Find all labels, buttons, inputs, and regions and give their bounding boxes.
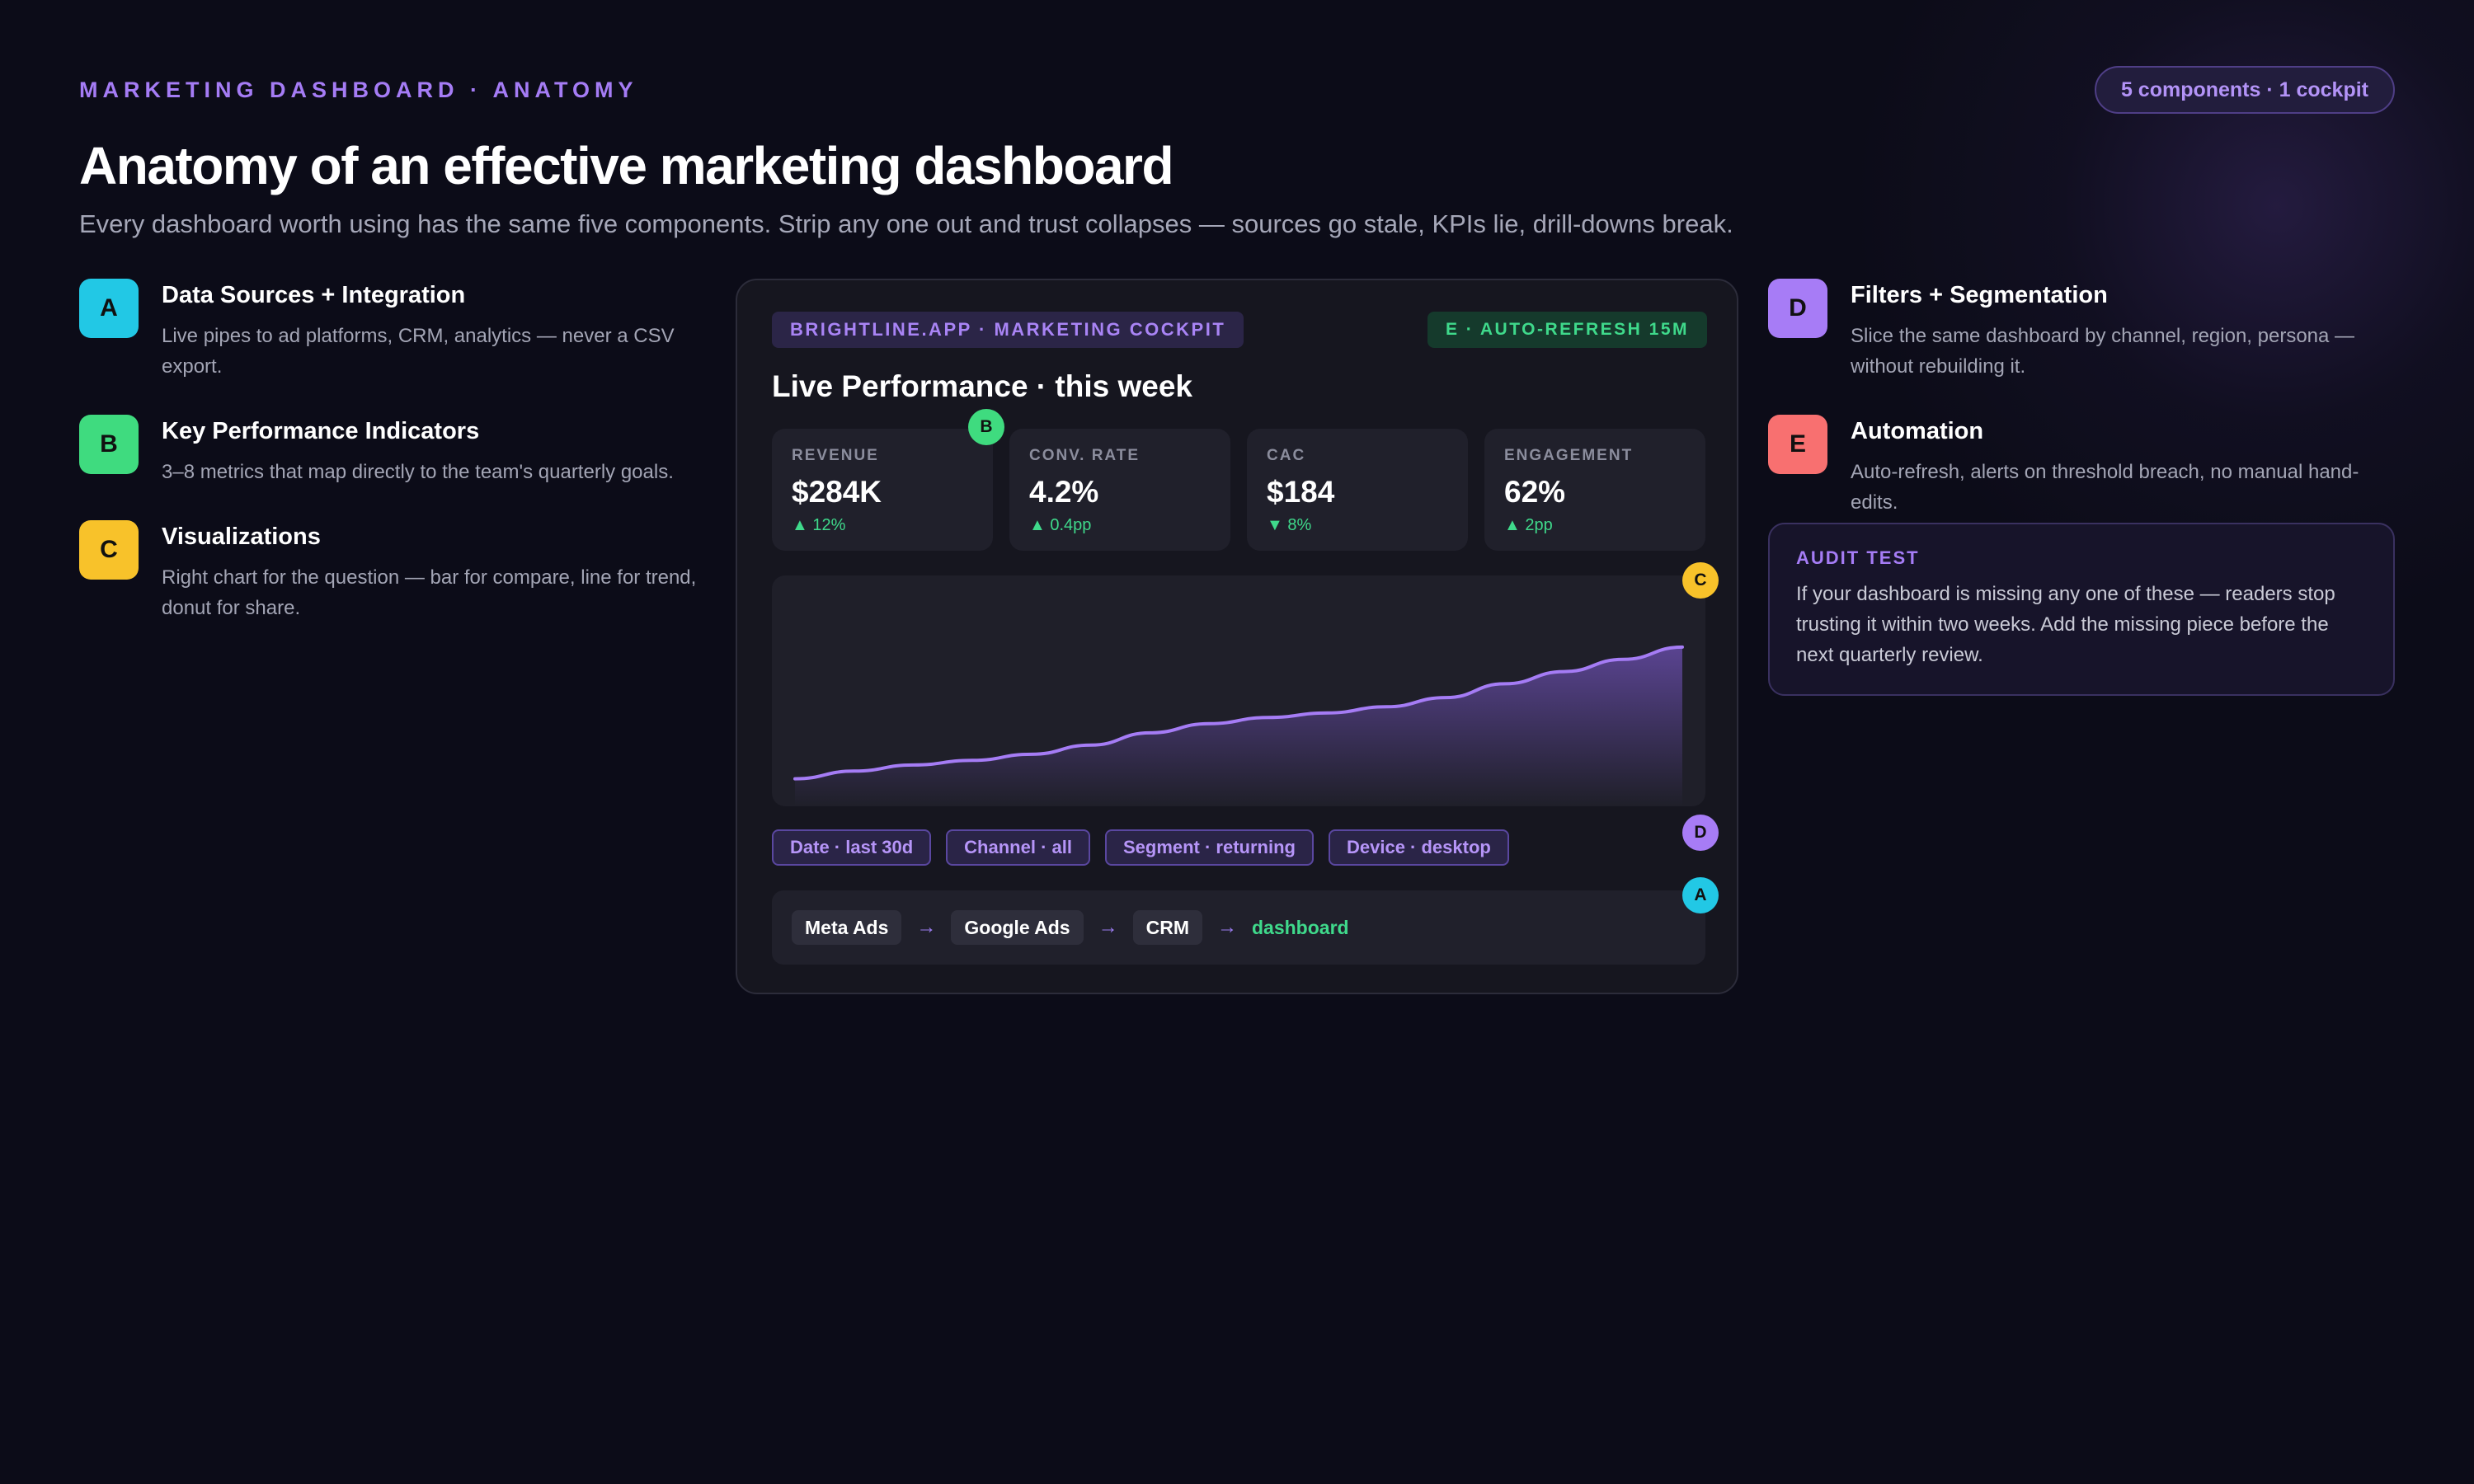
badge-a: A (79, 279, 139, 338)
badge-d: D (1768, 279, 1827, 338)
kpi-card-engagement[interactable]: ENGAGEMENT 62% ▲ 2pp (1484, 429, 1705, 551)
marker-b: B (968, 409, 1004, 445)
filter-device[interactable]: Device · desktop (1328, 829, 1509, 866)
kpi-card-conv-rate[interactable]: CONV. RATE 4.2% ▲ 0.4pp (1009, 429, 1230, 551)
legend-item-e: E Automation Auto-refresh, alerts on thr… (1768, 415, 2395, 518)
kpi-label: CAC (1267, 447, 1306, 464)
kpi-label: CONV. RATE (1029, 447, 1141, 464)
legend-right: D Filters + Segmentation Slice the same … (1768, 279, 2395, 551)
legend-title-d: Filters + Segmentation (1851, 282, 2108, 308)
filter-channel[interactable]: Channel · all (946, 829, 1090, 866)
kpi-value: 4.2% (1029, 475, 1099, 509)
legend-desc-a: Live pipes to ad platforms, CRM, analyti… (162, 325, 675, 378)
trend-chart-svg (793, 645, 1684, 806)
legend-title-c: Visualizations (162, 524, 321, 550)
source-meta-ads[interactable]: Meta Ads (792, 910, 902, 945)
eyebrow: MARKETING DASHBOARD · ANATOMY (79, 77, 638, 102)
destination-dashboard: dashboard (1252, 916, 1349, 938)
trend-chart[interactable] (772, 575, 1705, 806)
data-pipeline: Meta Ads → Google Ads → CRM → dashboard (772, 890, 1705, 965)
legend-title-e: Automation (1851, 418, 1984, 444)
legend-desc-d: Slice the same dashboard by channel, reg… (1851, 325, 2355, 378)
kpi-label: ENGAGEMENT (1504, 447, 1634, 464)
marker-a: A (1682, 877, 1719, 913)
audit-body: If your dashboard is missing any one of … (1796, 583, 2335, 666)
app-label: BRIGHTLINE.APP · MARKETING COCKPIT (772, 312, 1244, 348)
filter-bar: Date · last 30d Channel · all Segment · … (772, 829, 1509, 866)
kpi-value: $184 (1267, 475, 1335, 509)
badge-c: C (79, 520, 139, 580)
dashboard-panel: BRIGHTLINE.APP · MARKETING COCKPIT E · A… (736, 279, 1738, 994)
arrow-right-icon: → (1098, 916, 1118, 938)
trend-area (795, 646, 1682, 806)
kpi-delta: ▲ 0.4pp (1029, 516, 1092, 534)
page-subtitle: Every dashboard worth using has the same… (79, 209, 1733, 238)
marker-d: D (1682, 815, 1719, 851)
kpi-card-revenue[interactable]: REVENUE $284K ▲ 12% (772, 429, 993, 551)
kpi-value: 62% (1504, 475, 1566, 509)
legend-item-c: C Visualizations Right chart for the que… (79, 520, 706, 623)
arrow-right-icon: → (916, 916, 937, 938)
auto-refresh-badge[interactable]: E · AUTO-REFRESH 15M (1427, 312, 1707, 348)
kpi-delta: ▼ 8% (1267, 516, 1312, 534)
badge-e: E (1768, 415, 1827, 474)
legend-item-d: D Filters + Segmentation Slice the same … (1768, 279, 2395, 382)
kpi-value: $284K (792, 475, 882, 509)
filter-segment[interactable]: Segment · returning (1104, 829, 1314, 866)
legend-title-a: Data Sources + Integration (162, 282, 466, 308)
source-google-ads[interactable]: Google Ads (951, 910, 1084, 945)
source-crm[interactable]: CRM (1132, 910, 1202, 945)
kpi-label: REVENUE (792, 447, 879, 464)
page-title: Anatomy of an effective marketing dashbo… (79, 136, 1174, 195)
legend-desc-e: Auto-refresh, alerts on threshold breach… (1851, 461, 2359, 514)
filter-date[interactable]: Date · last 30d (772, 829, 932, 866)
audit-test-card: AUDIT TEST If your dashboard is missing … (1768, 523, 2395, 696)
arrow-right-icon: → (1217, 916, 1237, 938)
kpi-delta: ▲ 12% (792, 516, 846, 534)
kpi-delta: ▲ 2pp (1504, 516, 1553, 534)
marker-c: C (1682, 562, 1719, 599)
legend-desc-c: Right chart for the question — bar for c… (162, 566, 697, 619)
components-pill: 5 components · 1 cockpit (2094, 66, 2395, 114)
legend-title-b: Key Performance Indicators (162, 418, 480, 444)
badge-b: B (79, 415, 139, 474)
kpi-card-cac[interactable]: CAC $184 ▼ 8% (1247, 429, 1468, 551)
legend-item-a: A Data Sources + Integration Live pipes … (79, 279, 706, 382)
legend-left: A Data Sources + Integration Live pipes … (79, 279, 706, 656)
trend-line (793, 645, 1684, 781)
audit-label: AUDIT TEST (1796, 547, 1920, 568)
legend-desc-b: 3–8 metrics that map directly to the tea… (162, 461, 674, 483)
legend-item-b: B Key Performance Indicators 3–8 metrics… (79, 415, 706, 487)
panel-title: Live Performance · this week (772, 369, 1192, 403)
